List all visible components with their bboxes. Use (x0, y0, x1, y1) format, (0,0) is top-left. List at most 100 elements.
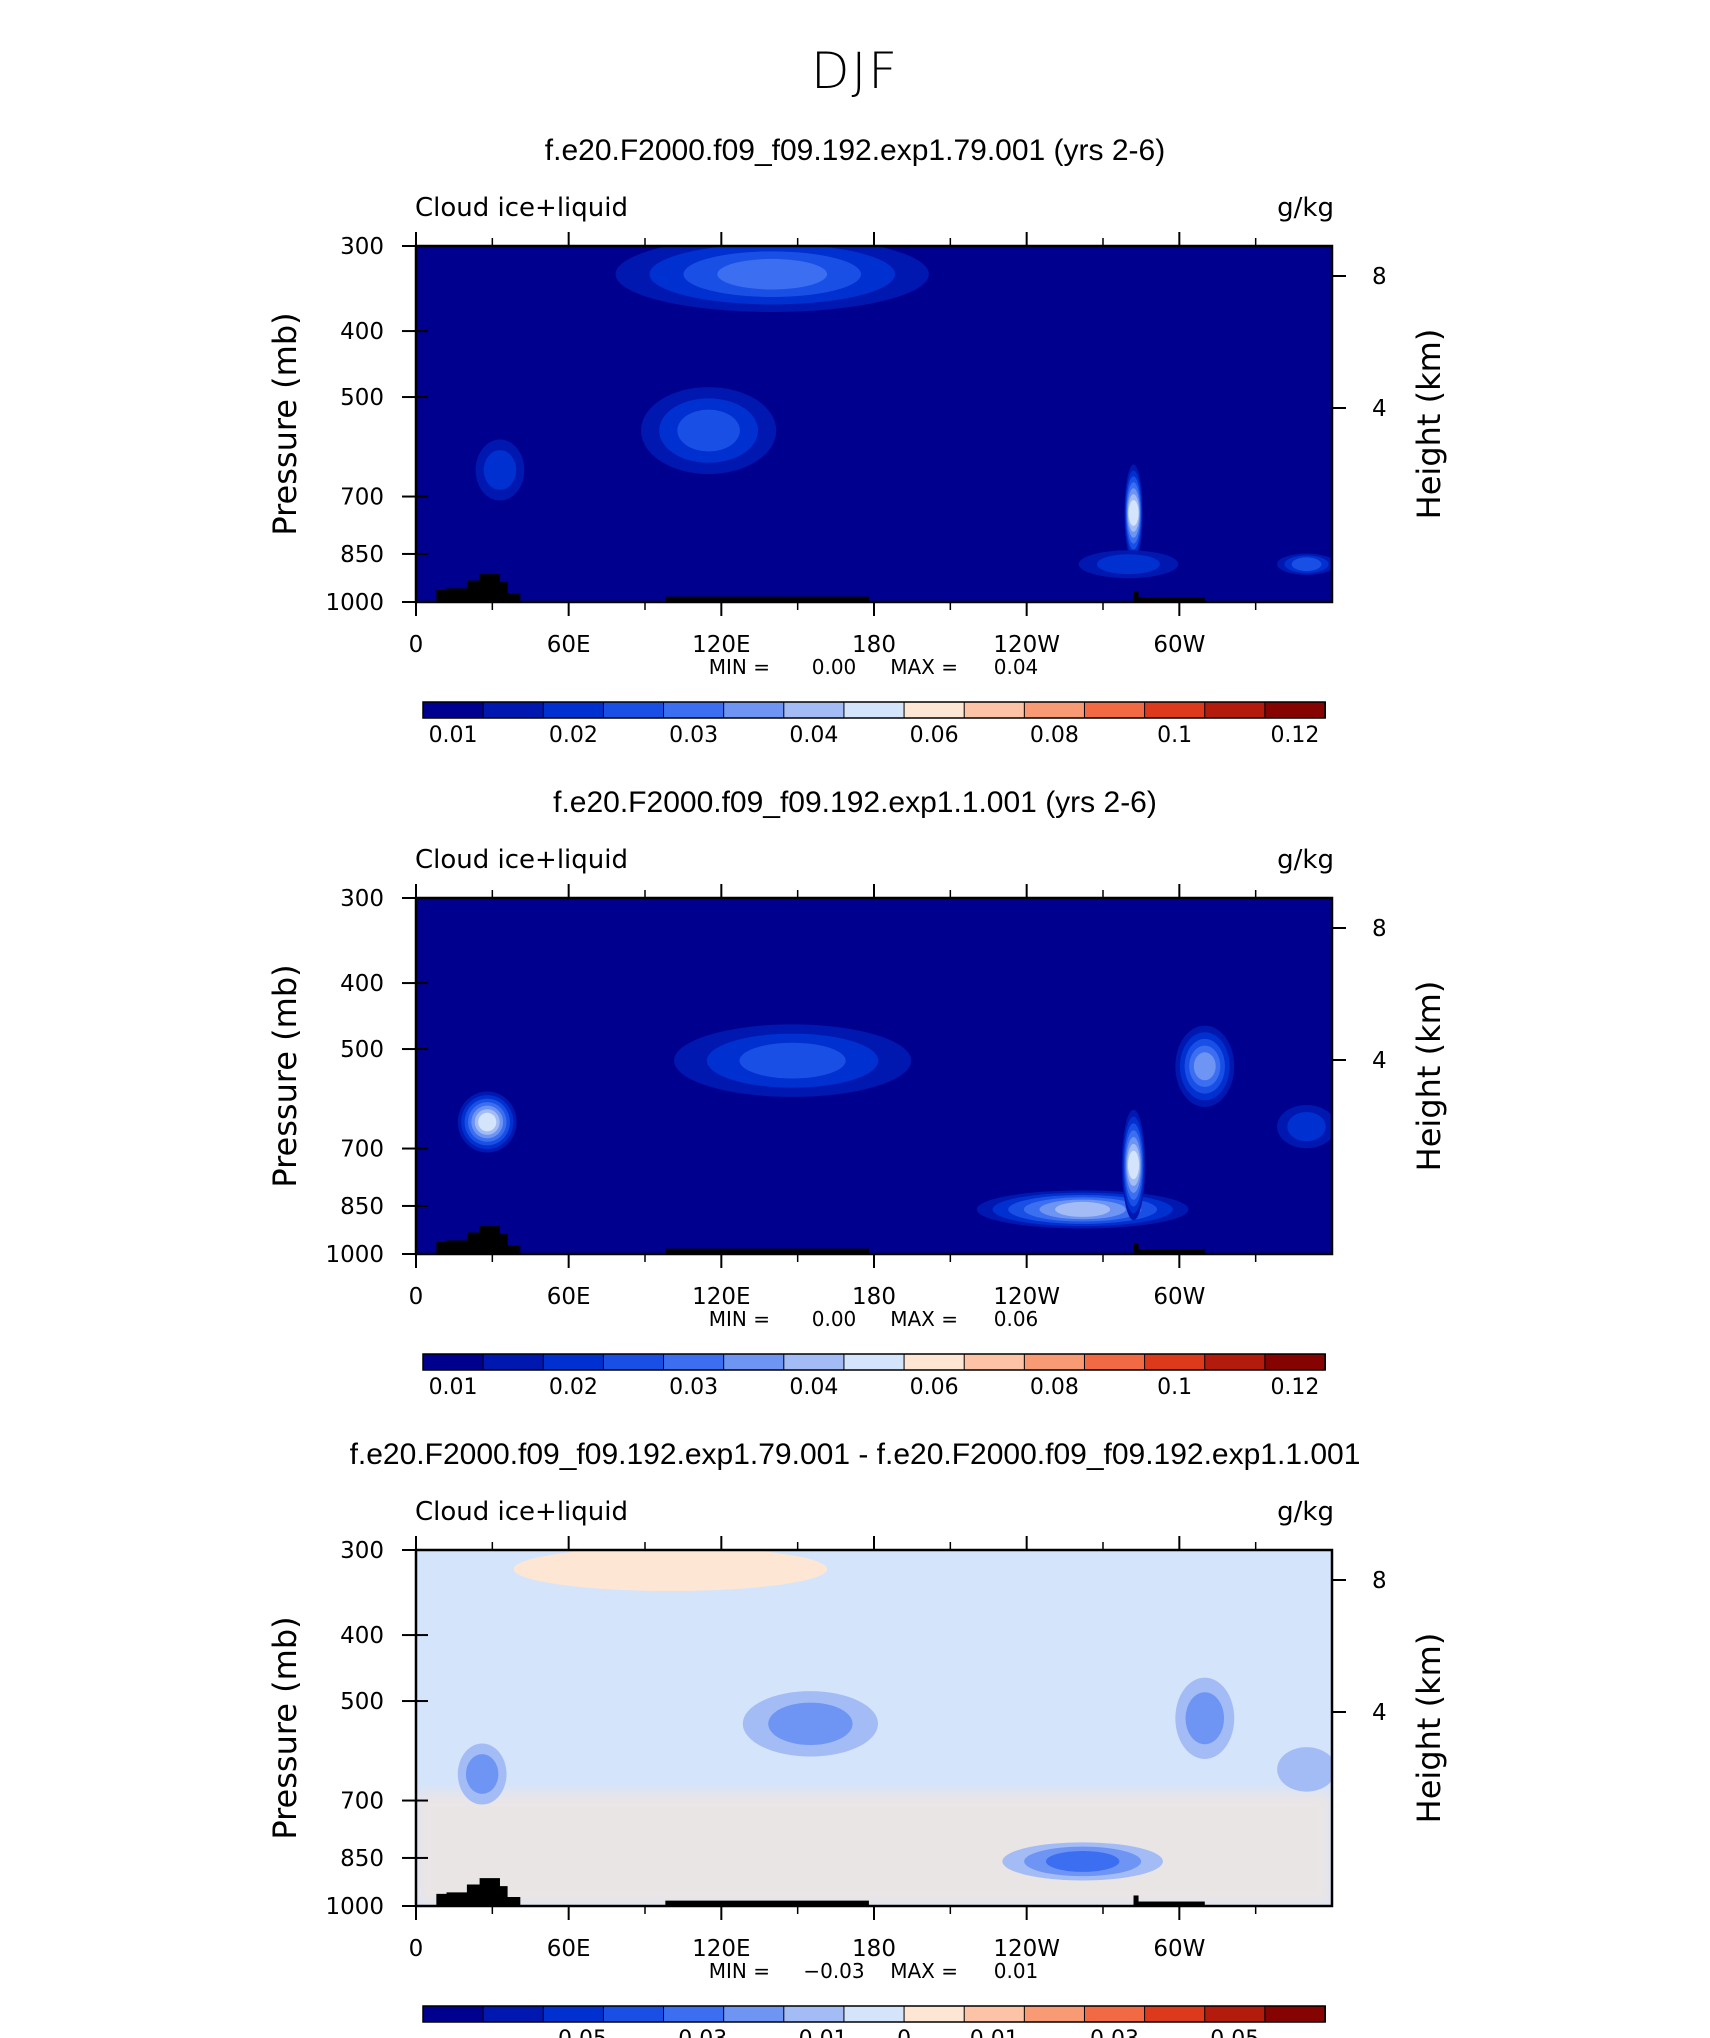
units-label: g/kg (1277, 193, 1334, 223)
colorbar-swatch (602, 2005, 665, 2023)
x-tick-label: 60E (547, 1936, 591, 1962)
topography-asia (665, 1900, 869, 1906)
units-label: g/kg (1277, 1497, 1334, 1527)
colorbar-swatch (903, 701, 966, 719)
colorbar-swatch (663, 701, 725, 719)
colorbar-swatch (663, 1353, 725, 1371)
colorbar-label: 0.02 (549, 723, 598, 748)
y-tick-label: 700 (340, 1789, 384, 1815)
colorbar-frame (422, 2005, 1326, 2023)
y-tick-label: 300 (340, 234, 384, 260)
y2-tick-label: 4 (1372, 1700, 1387, 1726)
colorbar-swatch (482, 2005, 545, 2023)
colorbar-label: −0.03 (660, 2027, 727, 2038)
x-tick-label: 180 (852, 1284, 896, 1310)
colorbar-swatch (1083, 2005, 1146, 2023)
page-title: DJF (810, 42, 899, 100)
chart-panel-2: f.e20.F2000.f09_f09.192.exp1.1.001 (yrs … (266, 786, 1448, 1400)
y2-tick-label: 4 (1372, 1048, 1387, 1074)
y2-tick-label: 8 (1372, 1568, 1387, 1594)
y-tick-label: 400 (340, 319, 384, 345)
y-tick-label: 400 (340, 1623, 384, 1649)
colorbar-swatch (723, 701, 785, 719)
colorbar-swatch (903, 2005, 966, 2023)
x-tick-label: 60E (547, 1284, 591, 1310)
colorbar-swatch (1144, 2005, 1206, 2023)
colorbar-label: 0.03 (1090, 2027, 1139, 2038)
units-label: g/kg (1277, 845, 1334, 875)
colorbar-label: 0.06 (910, 723, 959, 748)
colorbar-swatch (422, 2005, 485, 2023)
x-tick-label: 60E (547, 632, 591, 658)
min-label: MIN = (709, 655, 770, 679)
topography-africa (436, 1878, 521, 1906)
colorbar-swatch (903, 1353, 966, 1371)
colorbar-swatch (542, 2005, 605, 2023)
chart-panel-3: f.e20.F2000.f09_f09.192.exp1.79.001 - f.… (266, 1438, 1448, 2038)
contour-feature (1193, 1052, 1216, 1081)
colorbar-label: 0.01 (429, 723, 478, 748)
max-value: 0.01 (994, 1959, 1039, 1983)
topography-africa (436, 574, 521, 602)
x-tick-label: 120E (692, 632, 750, 658)
y-tick-label: 500 (340, 385, 384, 411)
contour-feature (768, 1702, 853, 1746)
colorbar-swatch (1264, 2005, 1327, 2023)
x-tick-label: 0 (409, 1936, 424, 1962)
topography-africa (436, 1226, 521, 1254)
max-label: MAX = (890, 655, 958, 679)
colorbar-label: 0.08 (1030, 1375, 1079, 1400)
variable-label: Cloud ice+liquid (415, 1497, 628, 1527)
colorbar-swatch (1144, 1353, 1206, 1371)
colorbar-swatch (422, 1353, 485, 1371)
min-label: MIN = (709, 1959, 770, 1983)
y-tick-label: 1000 (325, 590, 384, 616)
contour-feature (1185, 1692, 1225, 1745)
y-tick-label: 850 (340, 1846, 384, 1872)
x-tick-label: 180 (852, 1936, 896, 1962)
colorbar-swatch (783, 1353, 845, 1371)
min-value: 0.00 (812, 655, 857, 679)
x-tick-label: 0 (409, 632, 424, 658)
contour-feature (1096, 554, 1160, 575)
topography-americas (1133, 1901, 1205, 1906)
colorbar-swatch (843, 1353, 906, 1371)
colorbar-label: 0.01 (429, 1375, 478, 1400)
contour-feature (513, 1550, 828, 1592)
colorbar-swatch (663, 2005, 725, 2023)
colorbar-label: 0.12 (1270, 723, 1319, 748)
contour-feature (483, 450, 517, 490)
colorbar-swatch (1083, 701, 1146, 719)
colorbar-swatch (602, 1353, 665, 1371)
max-label: MAX = (890, 1959, 958, 1983)
y-axis-title: Pressure (mb) (266, 312, 304, 535)
y2-axis-title: Height (km) (1410, 981, 1448, 1172)
x-tick-label: 120W (993, 632, 1060, 658)
x-tick-label: 0 (409, 1284, 424, 1310)
topography-andes (1133, 1243, 1139, 1254)
y-tick-label: 300 (340, 886, 384, 912)
colorbar-swatch (1204, 701, 1266, 719)
contour-feature (717, 258, 828, 290)
x-tick-label: 120W (993, 1936, 1060, 1962)
colorbar-swatch (783, 2005, 845, 2023)
colorbar-swatch (1083, 1353, 1146, 1371)
colorbar-label: −0.01 (780, 2027, 847, 2038)
y-tick-label: 850 (340, 542, 384, 568)
colorbar-label: 0.03 (669, 1375, 718, 1400)
colorbar-swatch (963, 701, 1026, 719)
y2-axis-title: Height (km) (1410, 329, 1448, 520)
colorbar-swatch (482, 701, 545, 719)
y-tick-label: 850 (340, 1194, 384, 1220)
chart-panel-1: f.e20.F2000.f09_f09.192.exp1.79.001 (yrs… (266, 134, 1448, 748)
colorbar-swatch (723, 2005, 785, 2023)
contour-feature (1045, 1850, 1120, 1872)
colorbar-swatch (1264, 701, 1327, 719)
colorbar-swatch (843, 701, 906, 719)
y-axis-title: Pressure (mb) (266, 964, 304, 1187)
colorbar-label: 0.04 (789, 1375, 838, 1400)
contour-feature (1291, 557, 1322, 572)
min-value: 0.00 (812, 1307, 857, 1331)
colorbar-swatch (963, 2005, 1026, 2023)
variable-label: Cloud ice+liquid (415, 845, 628, 875)
